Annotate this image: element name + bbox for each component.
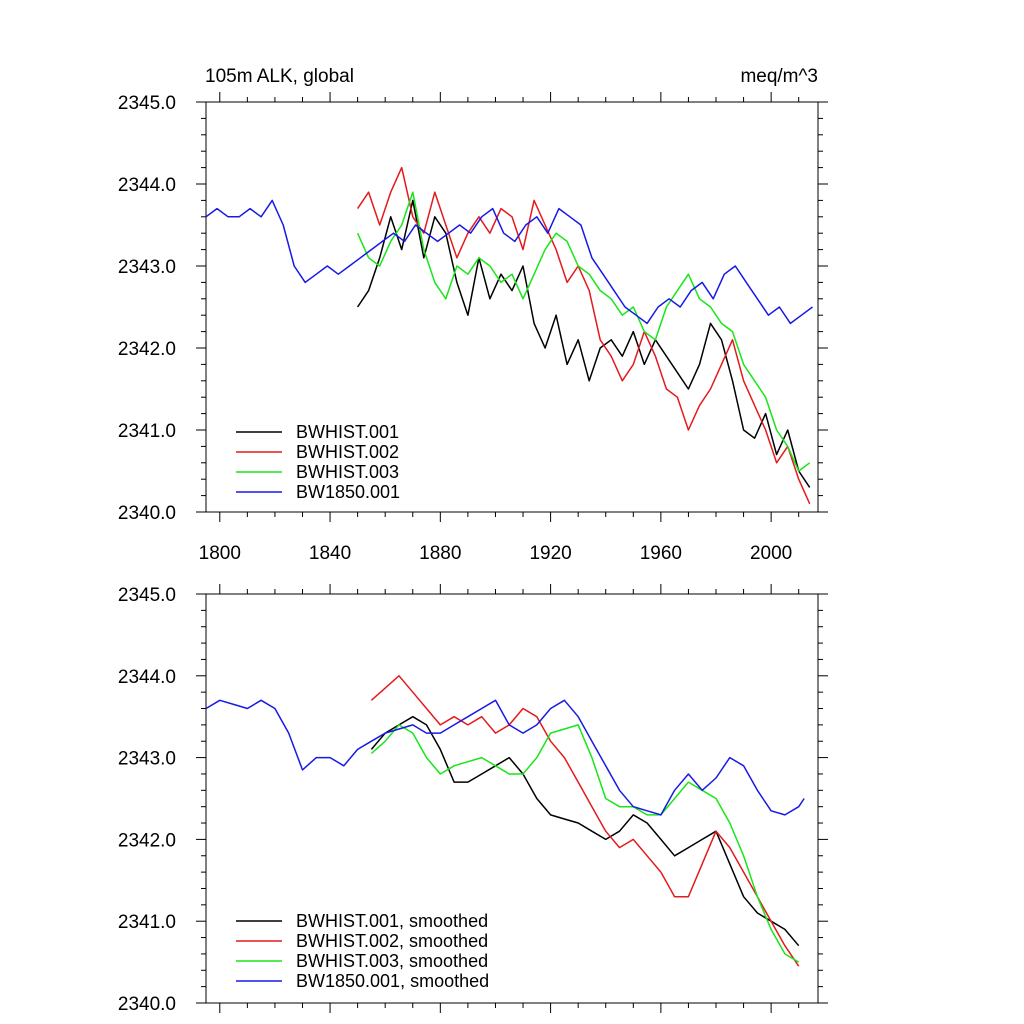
panel-1-series-line-4 — [205, 199, 813, 325]
panel-1-y-tick-label: 2340.0 — [118, 503, 176, 524]
panel-2-legend-label-1: BWHIST.001, smoothed — [296, 911, 488, 931]
panel-2-series-line-3 — [370, 724, 800, 963]
panel-2-y-tick-label: 2342.0 — [118, 830, 176, 851]
panel-1-y-tick-label: 2344.0 — [118, 175, 176, 196]
panel-2-series-line-4 — [205, 699, 805, 816]
panel-1-title: 105m ALK, global — [205, 66, 354, 87]
panel-1-x-tick-label: 1800 — [199, 543, 241, 564]
panel-1-units: meq/m^3 — [740, 66, 818, 87]
panel-1-x-tick-label: 1920 — [529, 543, 571, 564]
panel-1-series-line-1 — [356, 199, 811, 488]
panel-1-x-tick-label: 1840 — [309, 543, 351, 564]
panel-2-frame — [205, 593, 819, 1004]
panel-2-y-tick-label: 2340.0 — [118, 994, 176, 1015]
panel-1-legend-label-4: BW1850.001 — [296, 482, 400, 502]
panel-1-legend-label-3: BWHIST.003 — [296, 462, 399, 482]
panel-1-x-tick-label: 1960 — [640, 543, 682, 564]
panel-2-y-tick-label: 2341.0 — [118, 912, 176, 933]
panel-1-series-line-2 — [356, 166, 811, 505]
panel-2-y-tick-label: 2344.0 — [118, 667, 176, 688]
panel-1-y-tick-label: 2343.0 — [118, 257, 176, 278]
panel-2-y-tick-label: 2343.0 — [118, 749, 176, 770]
panel-2-series-line-2 — [370, 675, 800, 967]
panel-2-series-line-1 — [370, 715, 800, 947]
panel-1-legend-label-1: BWHIST.001 — [296, 422, 399, 442]
panel-1-series-line-3 — [356, 191, 811, 472]
panel-1-y-tick-label: 2345.0 — [118, 93, 176, 114]
panel-1-x-tick-label: 1880 — [419, 543, 461, 564]
panel-1-x-tick-label: 2000 — [750, 543, 792, 564]
panel-1-y-tick-label: 2341.0 — [118, 421, 176, 442]
panel-2-legend-label-3: BWHIST.003, smoothed — [296, 951, 488, 971]
panel-1-legend-label-2: BWHIST.002 — [296, 442, 399, 462]
panel-2-legend-label-2: BWHIST.002, smoothed — [296, 931, 488, 951]
panel-2-y-tick-label: 2345.0 — [118, 585, 176, 606]
panel-1-y-tick-label: 2342.0 — [118, 339, 176, 360]
panel-1-frame — [205, 101, 819, 513]
panel-2-legend-label-4: BW1850.001, smoothed — [296, 971, 489, 991]
